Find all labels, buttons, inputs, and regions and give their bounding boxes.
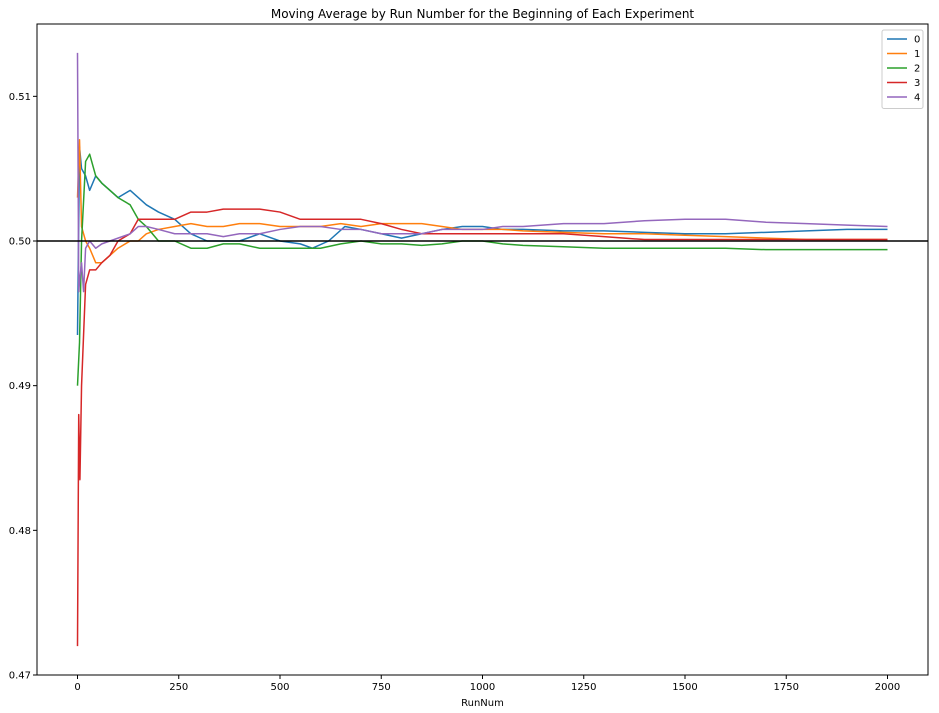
x-tick-label: 1250 xyxy=(571,682,596,693)
x-tick-label: 500 xyxy=(270,682,289,693)
x-tick-label: 1500 xyxy=(672,682,697,693)
y-tick-label: 0.51 xyxy=(9,92,31,103)
legend-box xyxy=(881,29,924,109)
x-tick-label: 250 xyxy=(169,682,188,693)
legend-label-4: 4 xyxy=(914,93,920,104)
y-tick-label: 0.48 xyxy=(9,526,31,537)
x-tick-label: 2000 xyxy=(875,682,900,693)
y-tick-label: 0.50 xyxy=(9,237,31,248)
x-tick-label: 1000 xyxy=(470,682,495,693)
x-tick-label: 750 xyxy=(372,682,391,693)
legend-label-3: 3 xyxy=(914,78,920,89)
x-axis-label: RunNum xyxy=(461,698,504,709)
legend-label-0: 0 xyxy=(914,35,920,46)
legend: 0 1 2 3 4 xyxy=(881,29,924,109)
y-tick-label: 0.49 xyxy=(9,381,31,392)
x-tick-label: 0 xyxy=(74,682,80,693)
x-axis: 0 250 500 750 1000 1250 1500 1750 2000 xyxy=(74,675,900,693)
x-tick-label: 1750 xyxy=(774,682,799,693)
chart-title: Moving Average by Run Number for the Beg… xyxy=(271,7,695,21)
plot-area xyxy=(36,23,929,676)
legend-label-2: 2 xyxy=(914,64,920,75)
series-line-2 xyxy=(76,153,888,386)
series-line-3 xyxy=(76,208,888,647)
y-tick-label: 0.47 xyxy=(9,671,31,682)
legend-label-1: 1 xyxy=(914,49,920,60)
series-layer xyxy=(76,52,888,647)
y-axis: 0.47 0.48 0.49 0.50 0.51 xyxy=(9,92,37,682)
series-line-4 xyxy=(76,52,888,293)
